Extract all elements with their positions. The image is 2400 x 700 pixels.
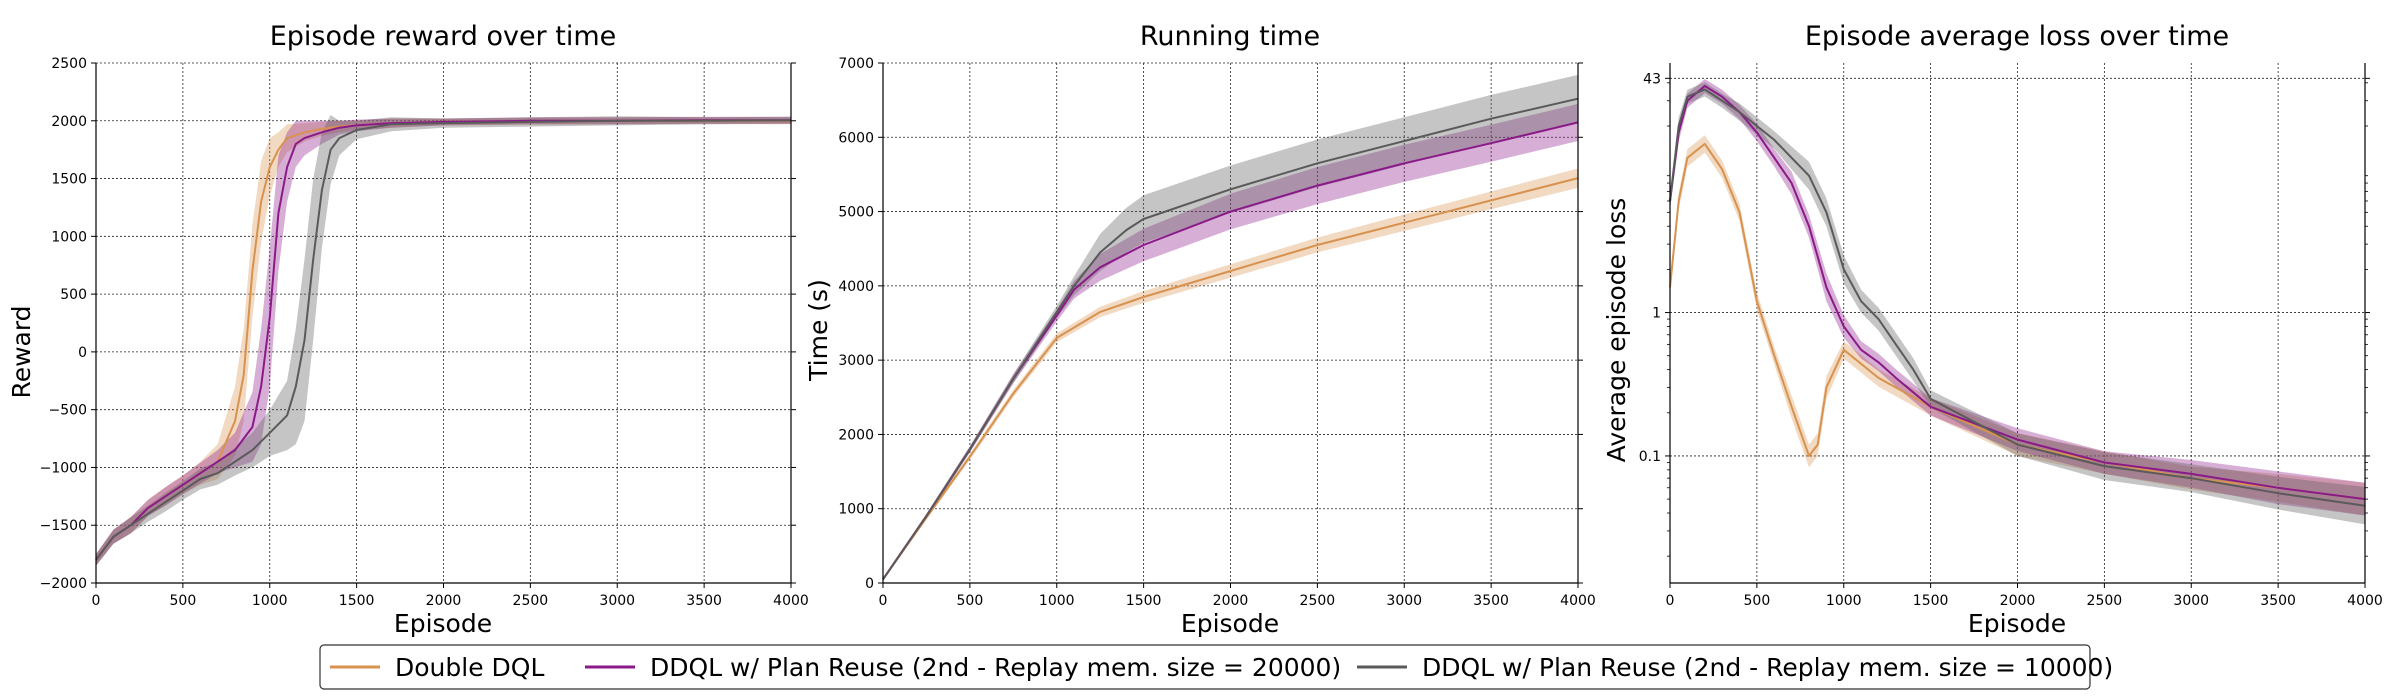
x-ticks-reward: 0 500 1000 1500 2000 2500 3000 3500 4000 [92,583,809,609]
x-tick-label: 2500 [2087,593,2123,609]
x-tick-label: 2000 [2000,593,2036,609]
y-tick-label: 500 [60,287,87,303]
lines-loss [1669,85,2366,507]
bands-running-time [883,74,1578,581]
y-tick-label: −2000 [40,576,87,592]
x-tick-label: 500 [1744,593,1771,609]
x-ticks-running-time: 0 500 1000 1500 2000 2500 3000 3500 4000 [879,583,1596,609]
chart-title-running-time: Running time [1140,21,1320,52]
y-tick-label: 2500 [51,56,87,72]
x-tick-label: 500 [957,593,984,609]
band-ddql-10000 [883,74,1578,581]
lines-reward [95,119,792,561]
y-ticks-loss: 0.1 1 43 [1639,71,2370,557]
series-line-ddql-20000 [95,119,791,561]
series-line-ddql-10000 [882,97,1579,580]
y-tick-label: 7000 [838,56,874,72]
chart-title-reward: Episode reward over time [270,21,617,52]
x-tick-label: 4000 [773,593,809,609]
legend-label-ddql-20000: DDQL w/ Plan Reuse (2nd - Replay mem. si… [650,653,1341,682]
y-tick-label: 0.1 [1639,449,1661,465]
x-tick-label: 2500 [1300,593,1336,609]
y-tick-label: 2000 [838,427,874,443]
x-tick-label: 3000 [2173,593,2209,609]
y-axis-label-running-time: Time (s) [804,279,833,382]
series-line-ddql-10000 [1669,88,2366,507]
x-tick-label: 2500 [513,593,549,609]
y-tick-label: 3000 [838,353,874,369]
x-tick-label: 2000 [1213,593,1249,609]
y-tick-label: 0 [865,576,874,592]
y-tick-label: 4000 [838,279,874,295]
panel-running-time: Running time 0 500 1000 1500 2000 2500 3000 350… [804,21,1596,638]
legend-label-ddql-10000: DDQL w/ Plan Reuse (2nd - Replay mem. si… [1422,653,2113,682]
x-tick-label: 4000 [1560,593,1596,609]
band-double-dql [883,168,1578,581]
series-line-ddql-10000 [95,119,792,561]
y-tick-label: −500 [49,403,87,419]
y-tick-label: 6000 [838,130,874,146]
x-tick-label: 1500 [339,593,375,609]
x-axis-label-running-time: Episode [1181,609,1279,638]
x-tick-label: 1000 [252,593,288,609]
y-tick-label: −1000 [40,460,87,476]
legend-label-double-dql: Double DQL [395,653,544,682]
band-ddql-10000 [96,115,791,566]
y-axis-label-reward: Reward [7,305,36,398]
x-tick-label: 500 [170,593,197,609]
x-tick-label: 1000 [1826,593,1862,609]
y-tick-label: 1000 [51,229,87,245]
lines-running-time [882,97,1579,580]
grid-reward [95,62,792,584]
y-axis-label-loss: Average episode loss [1602,198,1631,463]
x-axis-label-loss: Episode [1968,609,2066,638]
x-tick-label: 1000 [1039,593,1075,609]
x-tick-label: 1500 [1913,593,1949,609]
y-tick-label: −1500 [40,518,87,534]
y-ticks-running-time: 0 1000 2000 3000 4000 5000 6000 7000 [838,56,1583,592]
y-tick-label: 1000 [838,502,874,518]
x-tick-label: 3500 [2260,593,2296,609]
x-tick-label: 0 [879,593,888,609]
x-tick-label: 2000 [426,593,462,609]
y-tick-label: 1500 [51,172,87,188]
panel-loss: Episode average loss over time 0 500 1000 1… [1602,21,2383,638]
y-tick-label: 2000 [51,114,87,130]
x-axis-label-reward: Episode [394,609,492,638]
x-tick-label: 3500 [686,593,722,609]
x-tick-label: 4000 [2347,593,2383,609]
x-tick-label: 3500 [1473,593,1509,609]
x-tick-label: 3000 [1386,593,1422,609]
y-tick-label: 5000 [838,205,874,221]
series-line-ddql-20000 [1669,85,2366,501]
grid-running-time [882,62,1579,584]
y-tick-label: 1 [1652,306,1661,322]
band-ddql-20000 [883,103,1578,581]
series-line-double-dql [882,177,1579,580]
bands-loss [1670,79,2365,525]
x-tick-label: 0 [1666,593,1675,609]
x-tick-label: 3000 [599,593,635,609]
y-ticks-reward: −2000 −1500 −1000 −500 0 500 1000 1500 2000 2500 [40,56,796,592]
x-ticks-loss: 0 500 1000 1500 2000 2500 3000 3500 4000 [1666,583,2383,609]
chart-title-loss: Episode average loss over time [1805,21,2229,52]
legend: Double DQL DDQL w/ Plan Reuse (2nd - Rep… [319,644,2113,690]
y-tick-label: 43 [1643,71,1661,87]
band-ddql-10000 [1670,82,2365,525]
bands-reward [96,115,791,566]
x-tick-label: 0 [92,593,101,609]
x-tick-label: 1500 [1126,593,1162,609]
legend-frame [319,644,2091,690]
panel-reward: Episode reward over time 0 500 1000 1500 200… [7,21,809,638]
y-tick-label: 0 [78,345,87,361]
